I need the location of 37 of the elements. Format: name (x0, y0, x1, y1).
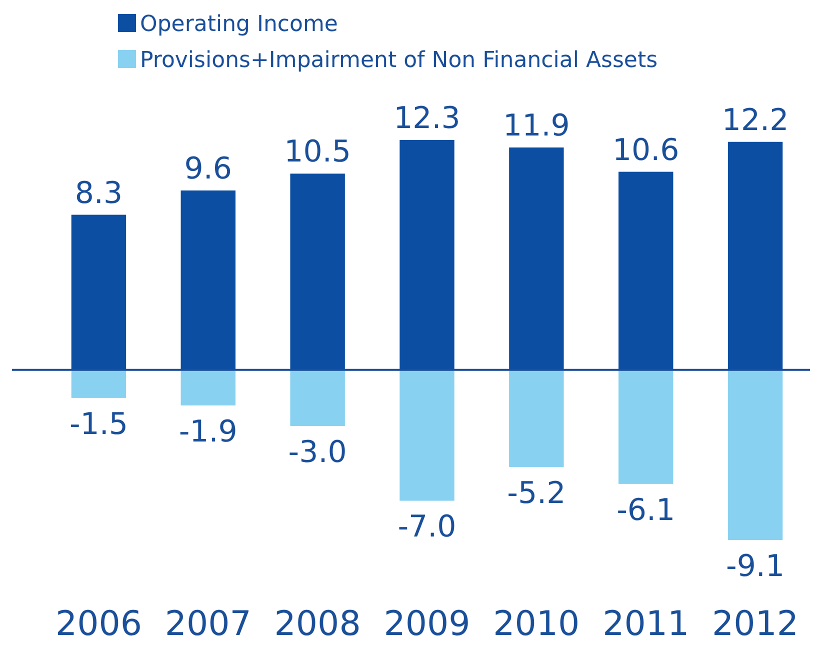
data-label: 10.6 (612, 132, 680, 168)
bar (509, 370, 564, 468)
x-tick-label: 2006 (55, 604, 142, 644)
x-tick-label: 2010 (493, 604, 580, 644)
bar (618, 172, 674, 370)
data-label: 8.3 (74, 176, 123, 211)
bar (290, 370, 345, 426)
legend-label: Operating Income (140, 12, 338, 37)
data-label: 10.5 (284, 134, 351, 170)
bar (180, 190, 236, 370)
bar (509, 147, 564, 370)
data-label: -6.1 (616, 492, 676, 528)
bar (400, 370, 454, 501)
bar (71, 370, 126, 398)
bar (728, 142, 783, 370)
x-tick-label: 2011 (602, 604, 690, 644)
x-tick-label: 2012 (712, 604, 799, 644)
data-label: -9.1 (726, 549, 785, 584)
data-label: -3.0 (288, 434, 347, 470)
bar (400, 140, 454, 370)
x-tick-label: 2007 (164, 604, 252, 644)
bar (290, 174, 345, 370)
bar (180, 370, 236, 406)
data-label: -1.5 (69, 406, 128, 442)
data-label: 12.3 (394, 101, 460, 136)
legend-label: Provisions+Impairment of Non Financial Assets (140, 48, 658, 73)
data-label: 9.6 (184, 151, 232, 186)
bar (71, 214, 126, 370)
data-label: 11.9 (503, 108, 570, 144)
data-label: 12.2 (722, 102, 789, 138)
bar (618, 370, 674, 484)
bar (728, 370, 783, 540)
data-label: -1.9 (178, 414, 238, 450)
data-label: -7.0 (398, 510, 456, 545)
data-label: -5.2 (507, 476, 566, 512)
x-tick-label: 2009 (384, 604, 470, 644)
x-tick-label: 2008 (274, 604, 361, 644)
